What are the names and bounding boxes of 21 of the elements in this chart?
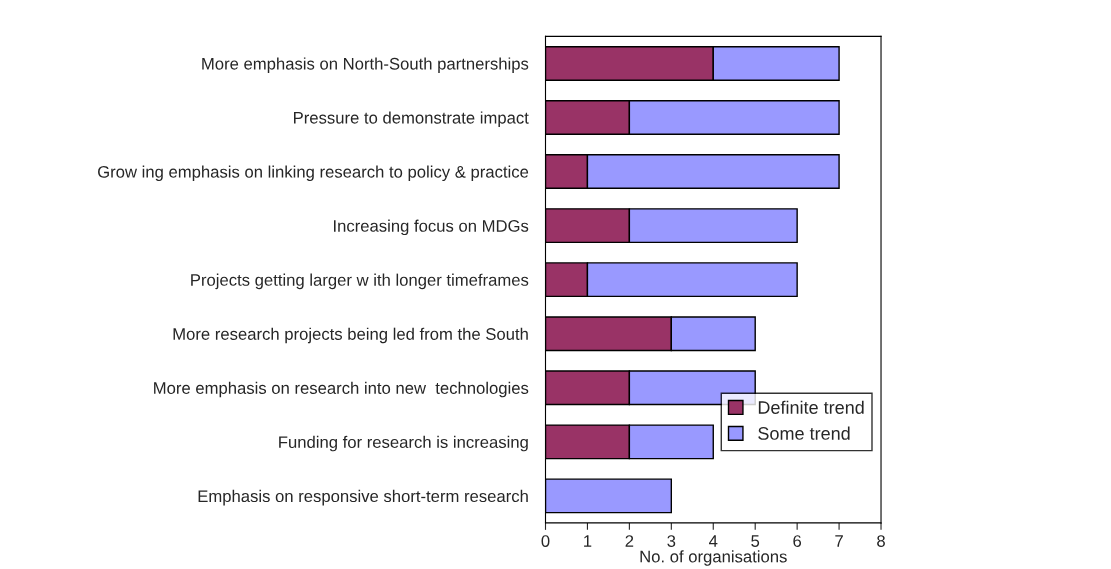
y-tick-label: Funding for research is increasing [279, 435, 528, 452]
y-tick-label: Grow ing emphasis on linking research to policy & practice [98, 165, 529, 182]
y-tick-label: Increasing focus on MDGs [334, 219, 529, 236]
y-tick-label: Emphasis on responsive short-term research [198, 489, 528, 506]
x-tick-label: 6 [793, 535, 802, 547]
y-tick-label: More emphasis on North-South partnerships [202, 57, 529, 73]
y-tick-label: Pressure to demonstrate impact [294, 111, 529, 127]
y-tick-label: More research projects being led from the South [173, 327, 528, 344]
x-tick-label: 2 [625, 535, 634, 547]
x-tick-label: 0 [541, 535, 550, 547]
x-tick-label: 3 [667, 535, 676, 547]
x-tick-label: 5 [751, 535, 760, 547]
x-tick-label: 8 [877, 535, 885, 547]
y-tick-label: Projects getting larger w ith longer timeframes [191, 273, 529, 290]
x-tick-label: 7 [835, 535, 843, 547]
legend-label: Some trend [758, 426, 850, 440]
x-axis-title: No. of organisations [640, 550, 787, 566]
y-tick-label: More emphasis on research into new technologies [154, 381, 529, 398]
legend-label: Definite trend [758, 400, 864, 414]
x-tick-label: 1 [584, 535, 592, 547]
x-tick-label: 4 [709, 535, 718, 547]
